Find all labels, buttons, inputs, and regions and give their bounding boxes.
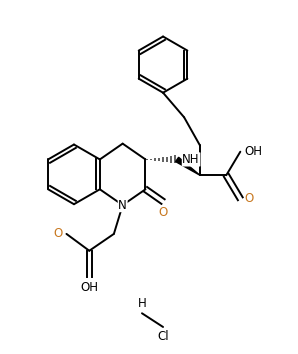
Text: N: N [118,199,127,212]
Text: OH: OH [80,281,98,294]
Text: OH: OH [245,145,263,158]
Text: Cl: Cl [157,330,169,343]
Text: O: O [245,192,254,205]
Text: NH: NH [182,153,200,166]
Text: O: O [159,206,168,219]
Text: O: O [54,227,63,240]
Text: H: H [138,297,146,310]
Polygon shape [176,157,200,175]
